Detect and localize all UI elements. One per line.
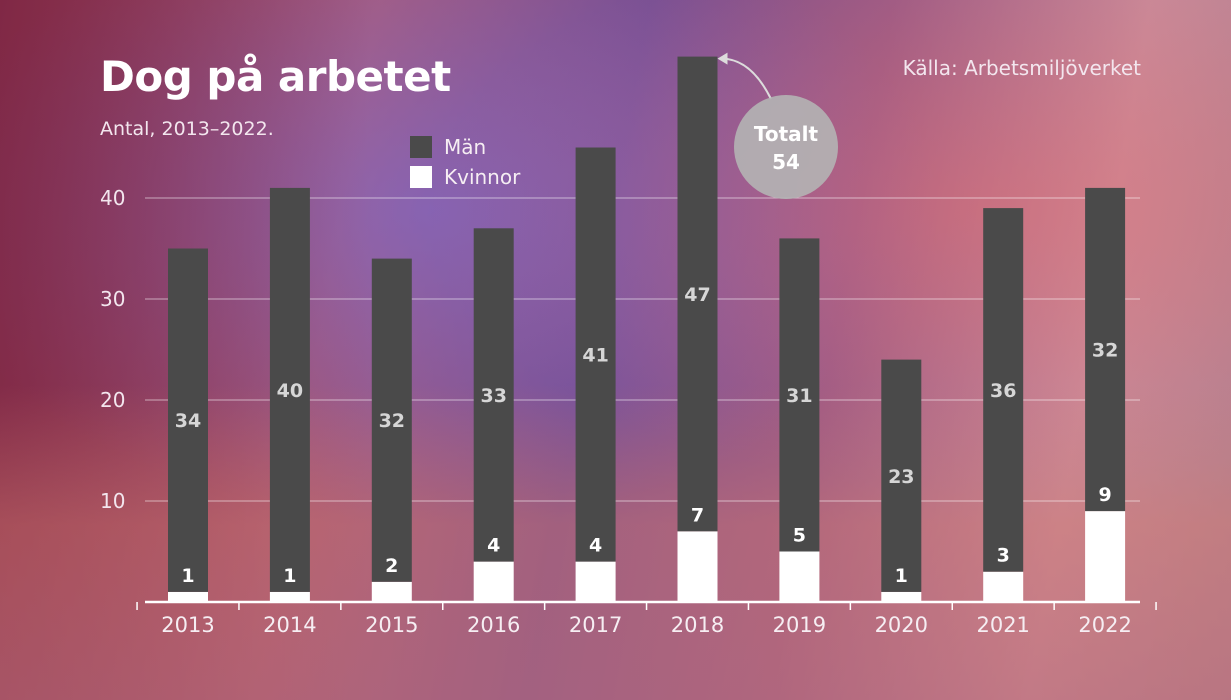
x-tick-label-2016: 2016 <box>467 613 520 637</box>
x-tick-label-2014: 2014 <box>263 613 316 637</box>
bar-men-2017 <box>575 147 616 562</box>
data-label-women-2020: 1 <box>895 565 908 587</box>
data-label-men-2022: 32 <box>1092 340 1118 362</box>
data-label-women-2018: 7 <box>691 504 704 526</box>
bar-women-2018 <box>677 531 718 602</box>
legend-label-men: Män <box>444 134 487 159</box>
legend-swatch-women <box>410 165 432 188</box>
y-tick-label-10: 10 <box>100 489 125 513</box>
data-label-men-2018: 47 <box>684 284 710 306</box>
bar-women-2021 <box>983 571 1024 602</box>
data-label-men-2013: 34 <box>175 410 201 432</box>
callout-connector <box>721 57 772 100</box>
bar-men-2019 <box>779 238 820 552</box>
bar-women-2019 <box>779 551 820 602</box>
data-label-women-2014: 1 <box>283 565 296 587</box>
data-label-men-2017: 41 <box>582 345 608 367</box>
bar-women-2020 <box>881 591 922 602</box>
bar-men-2015 <box>371 258 412 582</box>
data-label-women-2016: 4 <box>487 535 500 557</box>
bar-women-2013 <box>168 591 208 602</box>
x-tick-label-2015: 2015 <box>365 613 418 637</box>
data-label-men-2016: 33 <box>480 385 506 407</box>
legend: Män Kvinnor <box>410 132 520 192</box>
bar-women-2015 <box>371 581 412 602</box>
chart-subtitle: Antal, 2013–2022. <box>100 118 274 140</box>
bar-men-2018 <box>677 56 718 532</box>
data-label-men-2020: 23 <box>888 466 914 488</box>
x-tick-label-2019: 2019 <box>773 613 826 637</box>
data-label-women-2015: 2 <box>385 555 398 577</box>
data-label-women-2013: 1 <box>181 565 194 587</box>
bar-women-2014 <box>269 591 310 602</box>
bar-women-2022 <box>1085 511 1126 602</box>
callout-label: Totalt <box>754 122 819 146</box>
callout-arrow-icon <box>717 52 728 65</box>
y-tick-label-40: 40 <box>100 186 125 210</box>
data-label-men-2021: 36 <box>990 380 1016 402</box>
legend-item-men: Män <box>410 132 520 161</box>
bar-men-2014 <box>269 187 310 592</box>
bar-men-2016 <box>473 228 514 562</box>
callout-circle <box>734 95 838 199</box>
data-label-men-2019: 31 <box>786 385 812 407</box>
x-tick-label-2013: 2013 <box>161 613 214 637</box>
data-label-men-2015: 32 <box>379 410 405 432</box>
y-tick-label-20: 20 <box>100 388 125 412</box>
x-tick-label-2018: 2018 <box>671 613 724 637</box>
bar-men-2021 <box>983 208 1024 572</box>
data-label-women-2022: 9 <box>1098 484 1111 506</box>
callout-value: 54 <box>772 150 800 174</box>
bar-men-2020 <box>881 359 922 592</box>
x-tick-label-2017: 2017 <box>569 613 622 637</box>
bar-men-2013 <box>168 248 208 592</box>
data-label-women-2019: 5 <box>793 525 806 547</box>
bar-women-2017 <box>575 561 616 602</box>
legend-label-women: Kvinnor <box>444 164 521 189</box>
bar-women-2016 <box>473 561 514 602</box>
y-tick-label-30: 30 <box>100 287 125 311</box>
legend-item-women: Kvinnor <box>410 162 520 191</box>
x-tick-label-2022: 2022 <box>1078 613 1131 637</box>
legend-swatch-men <box>410 135 432 158</box>
x-tick-label-2021: 2021 <box>976 613 1029 637</box>
bar-men-2022 <box>1085 187 1126 512</box>
data-label-women-2017: 4 <box>589 535 602 557</box>
data-label-men-2014: 40 <box>277 380 303 402</box>
chart-title: Dog på arbetet <box>100 52 451 101</box>
data-label-women-2021: 3 <box>997 545 1010 567</box>
x-tick-label-2020: 2020 <box>875 613 928 637</box>
source-label: Källa: Arbetsmiljöverket <box>902 56 1141 80</box>
